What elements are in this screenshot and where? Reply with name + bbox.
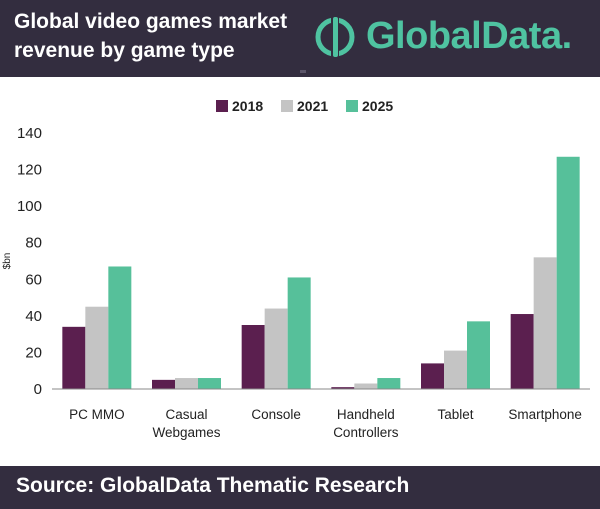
bar-2018 [241, 325, 265, 389]
header-divider-mark [300, 70, 306, 73]
x-tick-label-line: Tablet [437, 407, 473, 422]
chart-legend: 2018 2021 2025 [216, 98, 393, 114]
y-tick-label: 120 [17, 162, 42, 179]
x-tick-label-line: PC MMO [69, 407, 125, 422]
legend-label-2021: 2021 [297, 98, 328, 114]
legend-swatch-2021 [281, 100, 293, 112]
x-tick-label-line: Controllers [333, 425, 399, 440]
bar-2018 [62, 326, 86, 389]
x-tick-label: Casual Webgames [152, 407, 220, 440]
bar-2021 [444, 350, 467, 389]
y-tick-label: 40 [25, 308, 42, 325]
bar-2021 [354, 383, 378, 389]
title-line-2: revenue by game type [14, 39, 235, 62]
x-tick-label: Tablet [437, 407, 473, 422]
bar-2021 [175, 378, 198, 389]
x-tick-label-line: Casual [165, 407, 207, 422]
y-tick-label: 140 [17, 125, 42, 142]
y-axis: 0 20 40 60 80 100 120 140 $bn [2, 125, 42, 398]
footer-banner: Source: GlobalData Thematic Research [0, 466, 600, 509]
globaldata-logo: GlobalData. [312, 11, 592, 67]
x-tick-label: PC MMO [69, 407, 125, 422]
bar-2025 [467, 321, 490, 389]
bar-2018 [510, 314, 534, 389]
globaldata-logo-icon [315, 13, 355, 63]
x-tick-label: Handheld Controllers [333, 407, 399, 440]
y-axis-label: $bn [2, 253, 13, 270]
header-banner: Global video games market revenue by gam… [0, 0, 600, 77]
source-text: Source: GlobalData Thematic Research [16, 474, 410, 497]
bar-2021 [533, 257, 557, 389]
y-tick-label: 100 [17, 198, 42, 215]
bar-2025 [198, 378, 221, 389]
x-tick-label-line: Handheld [337, 407, 395, 422]
x-tick-label: Console [251, 407, 301, 422]
bar-2018 [331, 387, 355, 389]
x-tick-label-line: Smartphone [508, 407, 582, 422]
y-tick-label: 80 [25, 235, 42, 252]
title-line-1: Global video games market [14, 10, 288, 33]
x-tick-label: Smartphone [508, 407, 582, 422]
bars [62, 156, 580, 389]
y-tick-label: 60 [25, 271, 42, 288]
bar-2021 [264, 308, 288, 389]
x-axis: PC MMO Casual Webgames Console Handheld Contr… [52, 388, 590, 440]
bar-chart: 2018 2021 2025 0 20 40 60 80 100 120 140 $bn PC MM… [2, 98, 590, 440]
legend-label-2018: 2018 [232, 98, 263, 114]
x-tick-label-line: Webgames [152, 425, 220, 440]
y-tick-label: 0 [34, 381, 42, 398]
logo-text: GlobalData. [366, 15, 572, 57]
x-tick-label-line: Console [251, 407, 301, 422]
bar-2025 [108, 266, 132, 389]
bar-2025 [377, 378, 401, 389]
chart-title: Global video games market revenue by gam… [14, 7, 314, 65]
bar-2018 [421, 363, 444, 389]
bar-2021 [85, 306, 109, 389]
legend-label-2025: 2025 [362, 98, 393, 114]
bar-2025 [287, 277, 311, 389]
legend-swatch-2025 [346, 100, 358, 112]
bar-2018 [152, 379, 175, 389]
y-tick-label: 20 [25, 344, 42, 361]
legend-swatch-2018 [216, 100, 228, 112]
bar-2025 [556, 156, 580, 389]
